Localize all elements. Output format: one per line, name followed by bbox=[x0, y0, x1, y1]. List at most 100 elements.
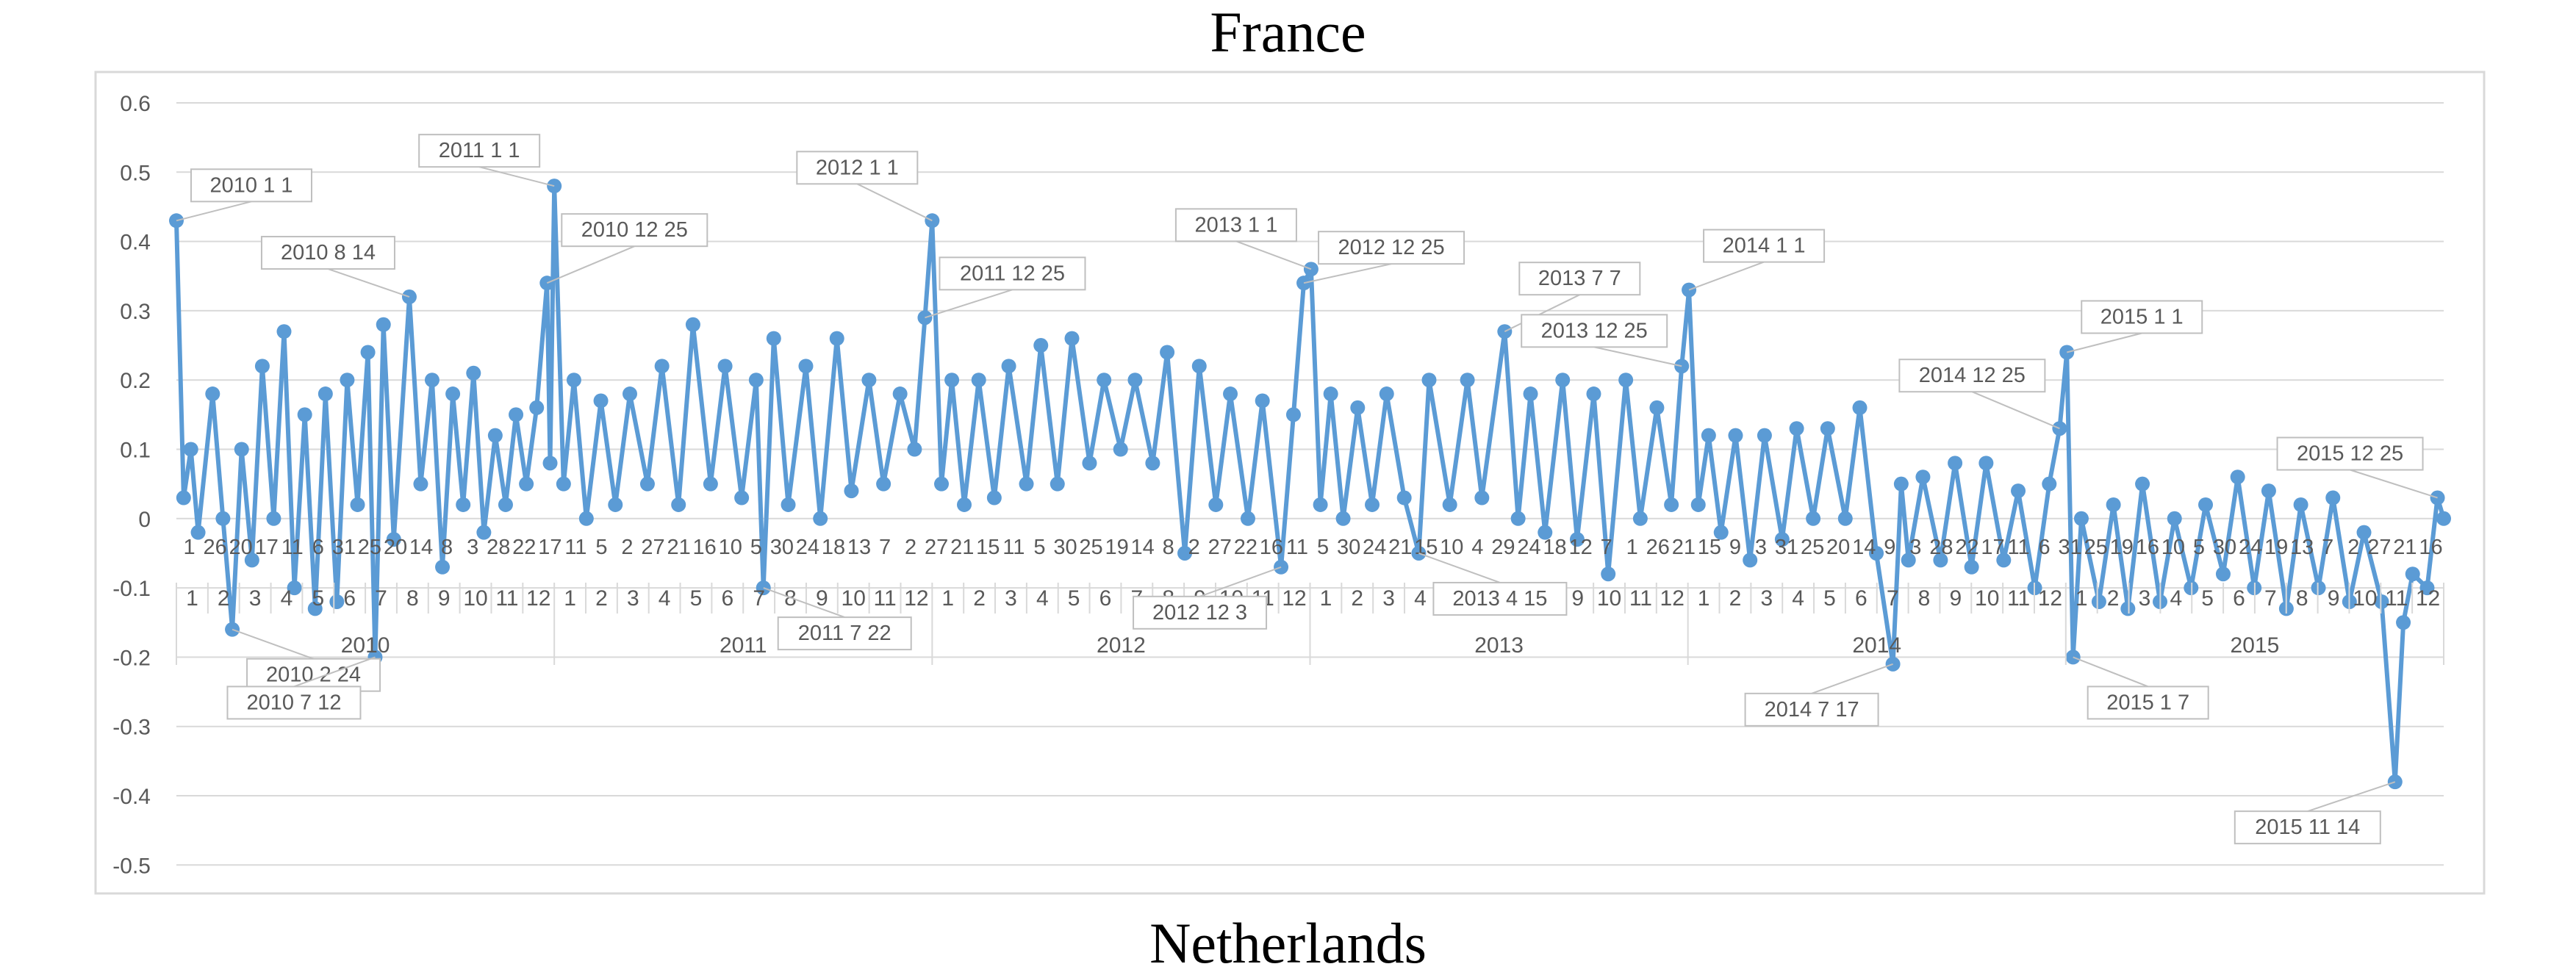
x-month-label: 4 bbox=[1792, 586, 1804, 611]
x-day-label: 7 bbox=[1601, 536, 1612, 559]
x-month-label: 2 bbox=[595, 586, 608, 611]
data-point bbox=[456, 497, 471, 512]
x-day-label: 6 bbox=[312, 536, 324, 559]
x-day-label: 31 bbox=[332, 536, 356, 559]
x-day-label: 14 bbox=[1852, 536, 1876, 559]
data-point bbox=[1033, 338, 1049, 353]
callout-label: 2011 1 1 bbox=[439, 139, 520, 162]
data-point bbox=[703, 476, 718, 492]
x-day-label: 9 bbox=[1884, 536, 1895, 559]
data-point bbox=[413, 476, 428, 492]
data-point bbox=[1820, 421, 1835, 436]
x-month-label: 9 bbox=[816, 586, 828, 611]
x-month-label: 11 bbox=[2385, 586, 2408, 611]
callout-leader bbox=[2066, 332, 2142, 353]
data-point bbox=[1649, 400, 1665, 415]
gridlines bbox=[176, 102, 2444, 866]
x-month-label: 9 bbox=[2328, 586, 2340, 611]
x-day-label: 17 bbox=[538, 536, 562, 559]
callout-label: 2013 12 25 bbox=[1541, 319, 1648, 342]
x-day-label: 20 bbox=[229, 536, 253, 559]
x-month-label: 1 bbox=[941, 586, 954, 611]
x-day-label: 25 bbox=[358, 536, 381, 559]
data-point bbox=[1113, 442, 1128, 457]
callout-leader bbox=[293, 656, 376, 688]
data-point bbox=[986, 490, 1002, 506]
data-point bbox=[685, 317, 700, 332]
data-point bbox=[498, 497, 513, 512]
x-month-label: 7 bbox=[2264, 586, 2277, 611]
data-point bbox=[2167, 511, 2182, 526]
x-month-label: 3 bbox=[627, 586, 639, 611]
data-point bbox=[623, 386, 637, 402]
x-day-label: 4 bbox=[1471, 536, 1483, 559]
x-month-label: 3 bbox=[1382, 586, 1395, 611]
x-day-label: 27 bbox=[1208, 536, 1232, 559]
callout-leader bbox=[2073, 656, 2149, 688]
x-day-label: 22 bbox=[1955, 536, 1978, 559]
y-tick-label: -0.4 bbox=[112, 785, 151, 809]
callout-leader bbox=[1235, 240, 1312, 270]
data-point bbox=[2374, 594, 2389, 609]
data-point bbox=[639, 476, 655, 492]
data-point bbox=[1586, 386, 1601, 402]
x-day-label: 28 bbox=[487, 536, 510, 559]
x-day-label: 26 bbox=[203, 536, 226, 559]
data-point bbox=[1774, 532, 1790, 547]
data-point bbox=[1837, 511, 1853, 526]
data-point bbox=[176, 490, 191, 506]
x-day-label: 1 bbox=[183, 536, 195, 559]
data-point bbox=[2261, 483, 2276, 499]
data-point bbox=[1948, 456, 1963, 471]
data-point bbox=[1396, 490, 1412, 506]
x-day-label: 31 bbox=[1775, 536, 1798, 559]
data-point bbox=[297, 407, 312, 422]
data-point bbox=[386, 532, 401, 547]
x-month-label: 12 bbox=[1282, 586, 1306, 611]
x-day-label: 8 bbox=[1163, 536, 1174, 559]
data-point bbox=[944, 373, 960, 388]
callout-leader bbox=[546, 245, 635, 284]
x-day-label: 24 bbox=[1363, 536, 1386, 559]
x-month-label: 4 bbox=[1414, 586, 1427, 611]
x-day-label: 24 bbox=[796, 536, 819, 559]
x-day-label: 18 bbox=[822, 536, 845, 559]
data-point bbox=[519, 476, 534, 492]
chart-caption: Netherlands bbox=[1149, 911, 1427, 975]
callout-label: 2010 1 1 bbox=[210, 173, 293, 197]
data-point bbox=[1728, 428, 1743, 443]
x-day-label: 28 bbox=[1929, 536, 1953, 559]
data-point bbox=[254, 359, 270, 374]
x-day-label: 2 bbox=[621, 536, 633, 559]
x-month-label: 3 bbox=[1005, 586, 1017, 611]
x-day-label: 15 bbox=[1698, 536, 1721, 559]
x-month-label: 4 bbox=[2170, 586, 2182, 611]
y-tick-label: -0.5 bbox=[112, 854, 151, 878]
callout-label: 2013 4 15 bbox=[1452, 587, 1547, 611]
callout-box bbox=[190, 168, 312, 203]
data-point bbox=[861, 373, 877, 388]
x-month-label: 5 bbox=[1068, 586, 1080, 611]
x-month-label: 9 bbox=[1571, 586, 1584, 611]
data-point bbox=[1701, 428, 1716, 443]
y-tick-label: 0.4 bbox=[120, 231, 151, 255]
x-day-label: 10 bbox=[2161, 536, 2185, 559]
data-point bbox=[556, 476, 571, 492]
data-point bbox=[2073, 511, 2089, 526]
x-month-label: 11 bbox=[1629, 586, 1652, 611]
data-point bbox=[844, 483, 859, 499]
x-month-label: 11 bbox=[495, 586, 518, 611]
data-point bbox=[748, 373, 764, 388]
callout-box bbox=[1174, 208, 1297, 242]
data-point bbox=[1082, 456, 1097, 471]
x-month-label: 10 bbox=[463, 586, 487, 611]
series-line bbox=[174, 184, 2446, 785]
x-day-label: 1 bbox=[1626, 536, 1638, 559]
callout-label: 2013 1 1 bbox=[1194, 213, 1277, 237]
callout-label: 2015 12 25 bbox=[2297, 442, 2403, 466]
x-month-label: 9 bbox=[438, 586, 451, 611]
x-day-label: 21 bbox=[1672, 536, 1696, 559]
x-month-label: 10 bbox=[1597, 586, 1621, 611]
callout-label: 2010 8 14 bbox=[281, 241, 376, 265]
